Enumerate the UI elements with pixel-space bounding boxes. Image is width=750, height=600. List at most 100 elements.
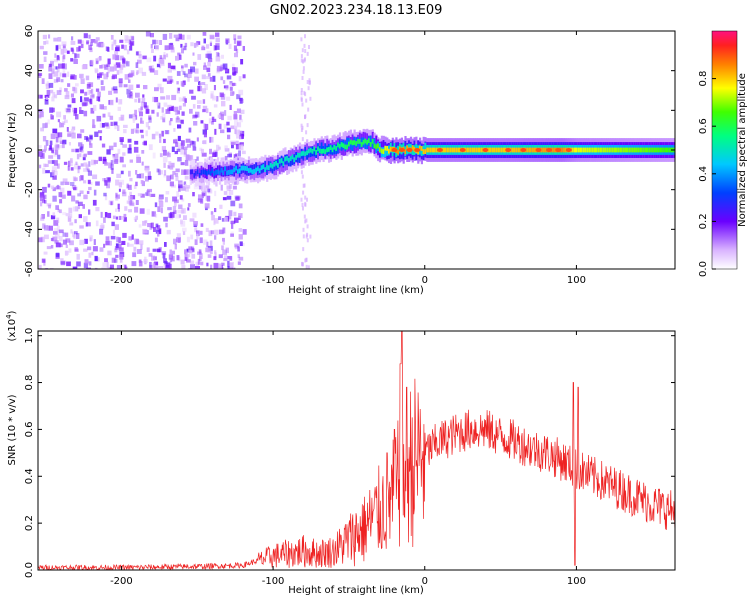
noise-cell xyxy=(147,188,152,193)
noise-cell xyxy=(83,97,89,102)
noise-cell xyxy=(75,83,79,87)
noise-cell xyxy=(114,65,117,71)
noise-cell xyxy=(126,183,129,189)
noise-cell xyxy=(52,107,55,113)
noise-cell xyxy=(80,89,84,94)
ridge-cell xyxy=(502,147,505,153)
noise-cell xyxy=(227,153,232,158)
noise-cell xyxy=(111,44,114,51)
ridge-cell xyxy=(382,149,385,154)
noise-cell xyxy=(184,251,188,258)
ridge-cell xyxy=(271,163,274,169)
noise-cell xyxy=(54,94,58,99)
noise-cell xyxy=(119,156,124,163)
noise-cell xyxy=(55,205,59,210)
noise-cell xyxy=(189,218,195,222)
ridge-cell xyxy=(593,147,596,153)
noise-cell xyxy=(79,153,82,158)
noise-cell xyxy=(93,160,98,164)
ridge-cell xyxy=(429,147,433,153)
x-tick-label: 100 xyxy=(567,576,586,587)
ridge-cell xyxy=(613,147,616,153)
noise-cell xyxy=(167,75,173,81)
noise-cell xyxy=(207,254,212,258)
noise-cell xyxy=(136,154,140,158)
noise-cell xyxy=(201,88,207,94)
noise-cell xyxy=(234,52,238,58)
noise-cell xyxy=(96,96,100,102)
noise-cell xyxy=(106,183,110,189)
noise-cell xyxy=(234,119,239,126)
noise-cell xyxy=(148,253,153,257)
noise-cell xyxy=(206,195,211,202)
noise-cell xyxy=(110,201,113,206)
noise-cell xyxy=(171,250,175,255)
noise-cell xyxy=(171,146,175,152)
noise-cell xyxy=(51,185,55,190)
noise-cell xyxy=(127,242,130,247)
noise-cell xyxy=(86,190,90,194)
noise-cell xyxy=(40,215,43,219)
noise-cell xyxy=(195,111,200,118)
noise-cell xyxy=(71,36,74,41)
ridge-cell xyxy=(253,169,256,174)
ridge-cell xyxy=(204,169,207,175)
noise-cell xyxy=(185,186,189,192)
noise-cell xyxy=(192,248,195,253)
noise-cell xyxy=(154,237,158,243)
noise-cell xyxy=(104,180,108,186)
noise-cell xyxy=(124,264,127,269)
noise-cell xyxy=(122,152,126,156)
ridge-cell xyxy=(242,165,245,171)
noise-cell xyxy=(39,192,45,198)
noise-cell xyxy=(50,114,53,119)
ridge-cell xyxy=(597,147,600,153)
noise-cell xyxy=(155,44,159,51)
noise-cell xyxy=(45,40,49,45)
noise-cell xyxy=(137,59,142,64)
noise-cell xyxy=(53,79,59,83)
colorbar: 0.00.20.40.60.8 Normalized spectral ampl… xyxy=(698,30,748,277)
noise-cell xyxy=(306,197,308,202)
noise-cell xyxy=(154,97,159,103)
ridge-cell xyxy=(369,142,372,147)
noise-cell xyxy=(213,256,217,261)
noise-cell xyxy=(87,170,92,176)
ridge-cell xyxy=(346,137,349,148)
ridge-cell xyxy=(633,147,636,153)
noise-cell xyxy=(136,84,140,88)
noise-cell xyxy=(114,50,119,56)
noise-cell xyxy=(119,67,123,74)
noise-cell xyxy=(163,54,166,60)
ridge-cell xyxy=(209,170,212,176)
noise-cell xyxy=(184,175,189,180)
noise-cell xyxy=(178,105,182,110)
noise-cell xyxy=(92,174,98,180)
noise-cell xyxy=(173,199,179,204)
noise-cell xyxy=(226,195,232,200)
ridge-cell xyxy=(320,149,323,154)
colorbar-tick-label: 0.0 xyxy=(698,261,709,277)
noise-cell xyxy=(206,262,209,267)
spectrogram-y-label: Frequency (Hz) xyxy=(7,112,18,188)
noise-cell xyxy=(56,66,60,73)
noise-cell xyxy=(67,216,72,222)
noise-cell xyxy=(114,153,119,158)
noise-cell xyxy=(191,246,195,251)
noise-cell xyxy=(226,184,231,189)
ridge-cell xyxy=(326,147,329,153)
noise-cell xyxy=(177,209,182,214)
noise-cell xyxy=(235,129,240,136)
noise-cell xyxy=(67,83,71,87)
noise-cell xyxy=(128,92,134,99)
noise-cell xyxy=(170,47,175,53)
noise-cell xyxy=(140,117,143,123)
noise-cell xyxy=(300,91,303,96)
noise-cell xyxy=(118,182,122,188)
noise-cell xyxy=(230,220,236,225)
noise-cell xyxy=(174,110,178,116)
noise-cell xyxy=(49,107,54,113)
noise-cell xyxy=(56,77,61,82)
ridge-cell xyxy=(491,147,494,153)
ridge-cell xyxy=(442,147,445,153)
